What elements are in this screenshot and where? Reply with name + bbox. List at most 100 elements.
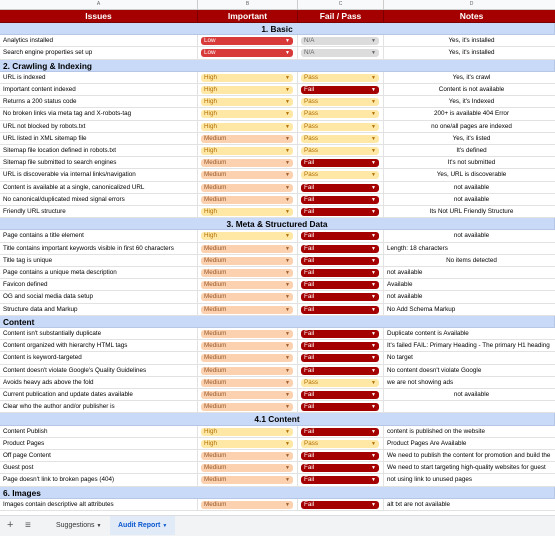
priority-chip[interactable]: Medium ▼: [201, 366, 293, 375]
chip-label: Medium: [204, 500, 227, 508]
dropdown-arrow: ▼: [285, 355, 290, 362]
status-chip[interactable]: Fail ▼: [301, 269, 379, 277]
priority-chip[interactable]: High ▼: [201, 232, 293, 241]
status-chip[interactable]: Pass ▼: [301, 378, 379, 387]
sheet-tab[interactable]: Suggestions ▼: [56, 522, 102, 529]
dropdown-arrow: ▼: [285, 160, 290, 167]
status-chip[interactable]: Fail ▼: [301, 281, 379, 290]
dropdown-arrow: ▼: [371, 99, 376, 106]
status-chip[interactable]: Pass ▼: [301, 147, 379, 155]
issue-cell: Current publication and update dates ava…: [0, 389, 198, 402]
priority-chip[interactable]: Medium ▼: [201, 452, 293, 460]
sheet-tab-active[interactable]: Audit Report ▼: [110, 516, 176, 535]
priority-chip[interactable]: Medium ▼: [201, 378, 293, 387]
status-chip[interactable]: Fail ▼: [301, 159, 379, 168]
section-title: Content: [0, 315, 555, 328]
dropdown-arrow: ▼: [371, 245, 376, 252]
priority-chip[interactable]: High ▼: [201, 427, 293, 436]
dropdown-cell: Fail ▼: [298, 352, 384, 365]
dropdown-cell: Fail ▼: [298, 328, 384, 341]
status-chip[interactable]: Fail ▼: [301, 464, 379, 473]
status-chip[interactable]: Fail ▼: [301, 330, 379, 338]
dropdown-cell: High ▼: [198, 437, 298, 450]
priority-chip[interactable]: Medium ▼: [201, 134, 293, 143]
priority-chip[interactable]: Medium ▼: [201, 476, 293, 485]
chip-label: High: [204, 122, 217, 130]
priority-chip[interactable]: High ▼: [201, 73, 293, 82]
chip-label: Medium: [204, 476, 227, 484]
dropdown-arrow: ▼: [371, 501, 376, 508]
status-chip[interactable]: Fail ▼: [301, 244, 379, 253]
dropdown-cell: Medium ▼: [198, 462, 298, 475]
priority-chip[interactable]: Medium ▼: [201, 256, 293, 265]
priority-chip[interactable]: Medium ▼: [201, 269, 293, 277]
priority-chip[interactable]: Medium ▼: [201, 354, 293, 363]
dropdown-cell: Fail ▼: [298, 389, 384, 402]
status-chip[interactable]: Fail ▼: [301, 195, 379, 204]
priority-chip[interactable]: Medium ▼: [201, 281, 293, 290]
status-chip[interactable]: Pass ▼: [301, 134, 379, 143]
status-chip[interactable]: Pass ▼: [301, 98, 379, 107]
status-chip[interactable]: Fail ▼: [301, 391, 379, 399]
status-chip[interactable]: Fail ▼: [301, 86, 379, 94]
status-chip[interactable]: Fail ▼: [301, 354, 379, 363]
status-chip[interactable]: Pass ▼: [301, 439, 379, 448]
status-chip[interactable]: Fail ▼: [301, 476, 379, 485]
chip-label: Medium: [204, 305, 227, 313]
header-cell: Issues: [0, 10, 198, 23]
all-sheets-button[interactable]: ≡: [25, 520, 31, 531]
priority-chip[interactable]: Medium ▼: [201, 464, 293, 473]
priority-chip[interactable]: High ▼: [201, 208, 293, 216]
priority-chip[interactable]: Medium ▼: [201, 171, 293, 180]
priority-chip[interactable]: Medium ▼: [201, 330, 293, 338]
dropdown-cell: Medium ▼: [198, 242, 298, 255]
priority-chip[interactable]: Medium ▼: [201, 244, 293, 253]
status-chip[interactable]: Fail ▼: [301, 452, 379, 460]
priority-chip[interactable]: Medium ▼: [201, 342, 293, 351]
priority-chip[interactable]: Medium ▼: [201, 305, 293, 314]
priority-chip[interactable]: Medium ▼: [201, 500, 293, 509]
add-sheet-button[interactable]: +: [7, 519, 14, 531]
status-chip[interactable]: N/A ▼: [301, 37, 379, 46]
dropdown-arrow: ▼: [285, 294, 290, 301]
priority-chip[interactable]: High ▼: [201, 86, 293, 94]
dropdown-cell: Fail ▼: [298, 291, 384, 304]
status-chip[interactable]: Pass ▼: [301, 122, 379, 131]
priority-chip[interactable]: Low ▼: [201, 49, 293, 58]
chip-label: Medium: [204, 134, 227, 142]
dropdown-cell: High ▼: [198, 71, 298, 84]
priority-chip[interactable]: Medium ▼: [201, 183, 293, 192]
priority-chip[interactable]: High ▼: [201, 147, 293, 155]
priority-chip[interactable]: Medium ▼: [201, 293, 293, 302]
status-chip[interactable]: Pass ▼: [301, 73, 379, 82]
priority-chip[interactable]: Medium ▼: [201, 403, 293, 412]
status-chip[interactable]: Pass ▼: [301, 110, 379, 119]
status-chip[interactable]: Fail ▼: [301, 256, 379, 265]
status-chip[interactable]: N/A ▼: [301, 49, 379, 58]
status-chip[interactable]: Fail ▼: [301, 232, 379, 241]
status-chip[interactable]: Fail ▼: [301, 305, 379, 314]
note-cell: Its Not URL Friendly Structure: [384, 206, 555, 219]
status-chip[interactable]: Fail ▼: [301, 183, 379, 192]
dropdown-cell: Fail ▼: [298, 425, 384, 438]
status-chip[interactable]: Fail ▼: [301, 500, 379, 509]
chip-label: Low: [204, 37, 216, 45]
priority-chip[interactable]: High ▼: [201, 439, 293, 448]
dropdown-cell: Medium ▼: [198, 376, 298, 389]
priority-chip[interactable]: High ▼: [201, 110, 293, 119]
status-chip[interactable]: Fail ▼: [301, 293, 379, 302]
note-cell: we are not showing ads: [384, 377, 555, 389]
status-chip[interactable]: Fail ▼: [301, 208, 379, 216]
priority-chip[interactable]: High ▼: [201, 98, 293, 107]
priority-chip[interactable]: Medium ▼: [201, 159, 293, 168]
priority-chip[interactable]: Medium ▼: [201, 391, 293, 399]
status-chip[interactable]: Fail ▼: [301, 366, 379, 375]
status-chip[interactable]: Fail ▼: [301, 342, 379, 351]
status-chip[interactable]: Pass ▼: [301, 171, 379, 180]
status-chip[interactable]: Fail ▼: [301, 427, 379, 436]
priority-chip[interactable]: Low ▼: [201, 37, 293, 46]
priority-chip[interactable]: High ▼: [201, 122, 293, 131]
dropdown-arrow: ▼: [371, 257, 376, 264]
status-chip[interactable]: Fail ▼: [301, 403, 379, 412]
priority-chip[interactable]: Medium ▼: [201, 195, 293, 204]
